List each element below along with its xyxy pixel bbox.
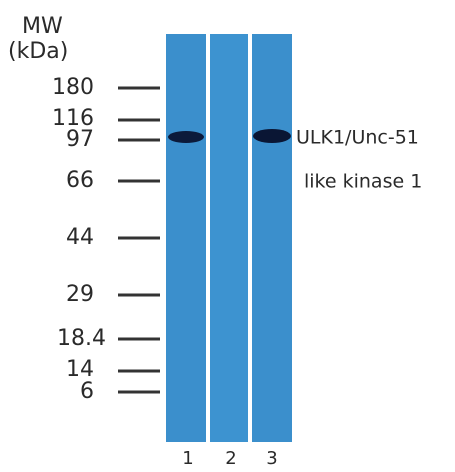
- marker-dashes: [118, 88, 160, 392]
- lane-label: 3: [266, 448, 277, 469]
- marker-label: 180: [52, 75, 94, 100]
- lane-label: 1: [182, 448, 193, 469]
- marker-label: 66: [66, 168, 94, 193]
- marker-label: 29: [66, 282, 94, 307]
- marker-label: 18.4: [57, 326, 106, 351]
- marker-label: 97: [66, 127, 94, 152]
- mw-unit: (kDa): [8, 39, 68, 64]
- band-label: ULK1/Unc-51: [296, 127, 419, 149]
- marker-label: 44: [66, 225, 94, 250]
- marker-label: 6: [80, 379, 94, 404]
- blot-figure: MW (kDa) 180 116 97 66 44 29 18.4 14 6 U…: [0, 0, 455, 472]
- mw-header: MW: [22, 14, 63, 39]
- blot-lanes: [166, 34, 292, 442]
- band-label: like kinase 1: [304, 171, 422, 193]
- lane-label: 2: [225, 448, 236, 469]
